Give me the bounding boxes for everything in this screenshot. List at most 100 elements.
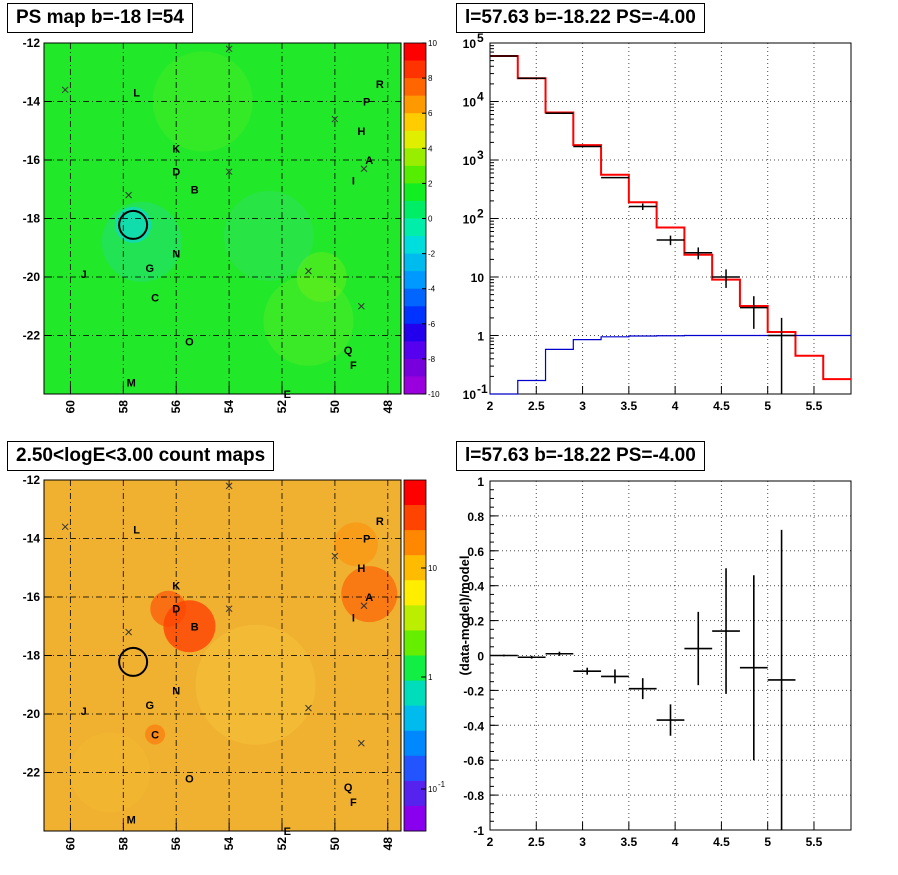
x-tick-label: 56 — [169, 400, 183, 414]
map-blob-5 — [195, 624, 316, 745]
palette-label: 6 — [428, 109, 433, 118]
map-blob-2 — [341, 566, 398, 623]
palette-cell — [404, 130, 426, 149]
source-label-M: M — [127, 814, 136, 826]
palette-cell — [404, 165, 426, 184]
y-tick-label: -12 — [23, 473, 41, 487]
source-label-L: L — [133, 525, 140, 537]
residual-panel: l=57.63 b=-18.22 PS=-4.00 1 0.8 0.6 0.4 0.2 0… — [449, 437, 898, 875]
palette-cell — [404, 288, 426, 307]
source-label-B: B — [191, 184, 199, 196]
y-tick-label: -16 — [23, 590, 41, 604]
cross-marker — [331, 552, 339, 560]
map-blob-2 — [223, 191, 314, 282]
y-tick-label: -18 — [23, 649, 41, 663]
source-label-E: E — [284, 826, 291, 838]
cross-marker — [125, 628, 132, 636]
source-label-F: F — [350, 360, 357, 372]
palette-label: 4 — [428, 144, 433, 153]
palette-cell — [404, 95, 426, 114]
ps-map-panel: PS map b=-18 l=54 -12 -14 -16 -18 -20 -22 60 58… — [0, 0, 449, 437]
source-label-B: B — [191, 621, 199, 633]
x-tick-label: 50 — [328, 400, 342, 414]
model-total-line — [490, 54, 851, 381]
y-tick-label: -20 — [23, 270, 41, 284]
palette-cell — [404, 43, 426, 62]
source-label-A: A — [365, 155, 373, 167]
palette-cell — [404, 780, 426, 807]
source-label-M: M — [127, 377, 136, 389]
source-label-D: D — [172, 604, 180, 616]
x-tick-label: 5 — [764, 835, 771, 849]
x-tick-label: 60 — [63, 400, 77, 414]
x-tick-label: 54 — [222, 837, 236, 851]
y-tick-label: -12 — [23, 36, 41, 50]
ps-map-title: PS map b=-18 l=54 — [7, 3, 193, 33]
target-circle — [118, 209, 149, 240]
y-tick-label: -18 — [23, 212, 41, 226]
x-tick-label: 58 — [116, 400, 130, 414]
palette-exponent: -1 — [438, 780, 446, 789]
y-tick-label: 0.8 — [467, 510, 484, 524]
x-tick-label: 3 — [579, 835, 586, 849]
x-tick-label: 4.5 — [713, 835, 730, 849]
palette-cell — [404, 113, 426, 132]
source-label-C: C — [151, 292, 159, 304]
map-blob-4 — [263, 275, 354, 366]
x-tick-label: 60 — [63, 837, 77, 851]
x-tick-label: 2.5 — [528, 399, 545, 413]
count-map-panel: 2.50<logE<3.00 count maps -12 -14 -16 -18 -2… — [0, 437, 449, 875]
target-circle — [118, 646, 149, 677]
palette-cell — [404, 271, 426, 290]
map-blob-1 — [150, 590, 187, 627]
model-background-line — [490, 334, 851, 395]
x-tick-label: 2.5 — [528, 835, 545, 849]
source-label-J: J — [81, 706, 87, 718]
source-label-D: D — [172, 167, 180, 179]
palette-cell — [404, 480, 426, 506]
cross-marker — [125, 191, 132, 199]
source-label-R: R — [376, 79, 384, 91]
y-tick-label: -22 — [23, 766, 41, 780]
source-label-O: O — [185, 773, 194, 785]
count-map-title: 2.50<logE<3.00 count maps — [7, 441, 275, 471]
y-tick-label: -14 — [23, 95, 41, 109]
palette-cell — [404, 341, 426, 360]
map-blob-4 — [145, 724, 166, 745]
palette-label: 10 — [428, 39, 437, 48]
y-tick-label: 10 — [463, 37, 477, 51]
x-tick-label: 2 — [487, 835, 494, 849]
palette-label: 10 — [428, 785, 437, 794]
x-tick-label: 56 — [169, 837, 183, 851]
y-tick-label: 0 — [477, 650, 484, 664]
x-tick-label: 3.5 — [621, 835, 638, 849]
x-tick-label: 58 — [116, 837, 130, 851]
y-tick-label: 0.6 — [467, 545, 484, 559]
y-tick-label: -0.2 — [463, 684, 484, 698]
source-label-E: E — [284, 389, 291, 401]
x-tick-label: 54 — [222, 400, 236, 414]
cross-marker — [357, 302, 365, 310]
source-label-J: J — [81, 269, 87, 281]
palette-label: 10 — [428, 564, 437, 573]
spectrum-panel: l=57.63 b=-18.22 PS=-4.00 10 -1 1 10 10 2 10 3 1… — [449, 0, 898, 437]
x-tick-label: 2 — [487, 399, 494, 413]
x-tick-label: 4.5 — [713, 399, 730, 413]
palette-cell — [404, 730, 426, 757]
cross-marker — [61, 86, 69, 94]
y-tick-label: 10 — [463, 388, 477, 402]
x-tick-label: 48 — [381, 400, 395, 414]
source-label-F: F — [350, 797, 357, 809]
x-tick-label: 52 — [275, 400, 289, 414]
source-label-H: H — [357, 126, 365, 138]
source-label-I: I — [352, 612, 355, 624]
x-tick-label: 52 — [275, 837, 289, 851]
palette-cell — [404, 358, 426, 377]
palette-cell — [404, 705, 426, 732]
source-label-R: R — [376, 516, 384, 528]
y-tick-label: -0.8 — [463, 789, 484, 803]
y-axis-label: (data-model)/model — [457, 556, 472, 676]
y-tick-label: -14 — [23, 532, 41, 546]
